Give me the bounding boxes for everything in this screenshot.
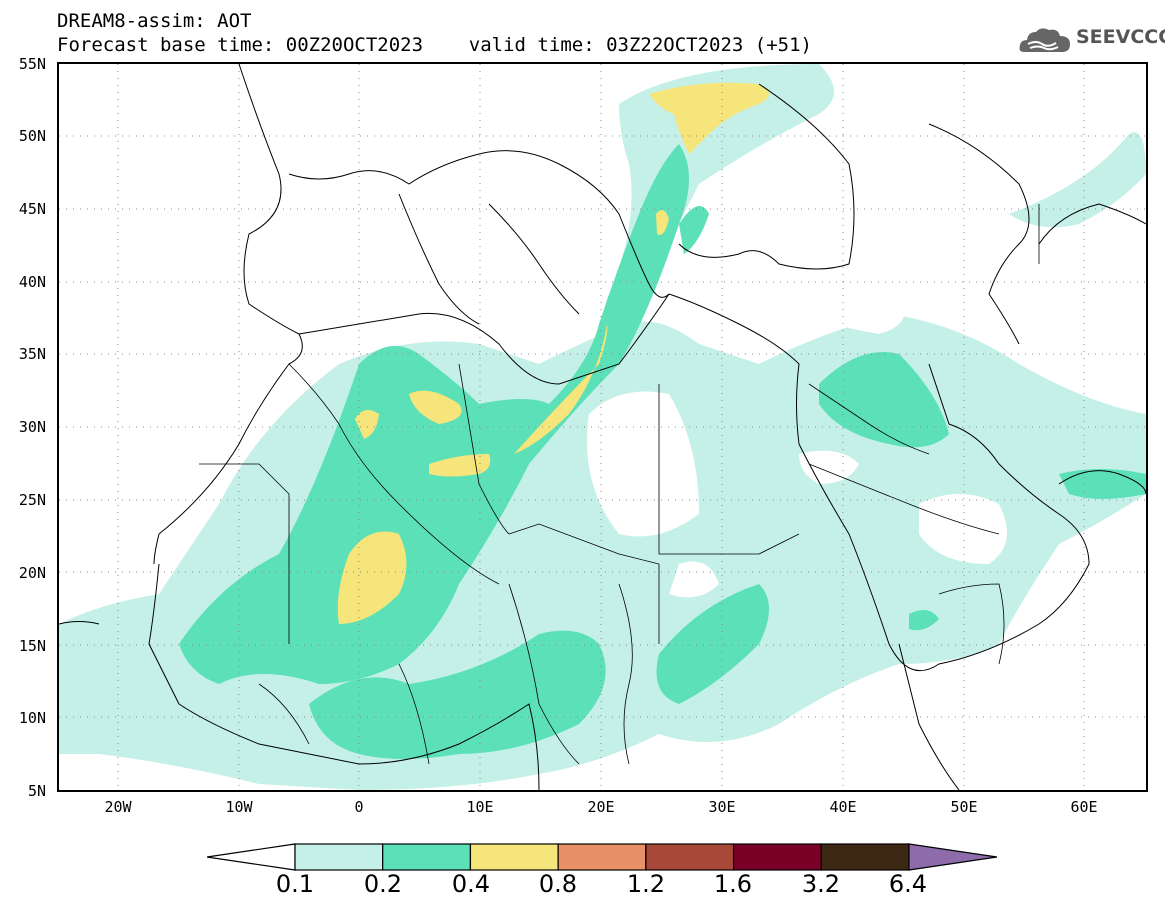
- cloud-logo-icon: [1019, 28, 1070, 52]
- lat-label: 45N: [18, 200, 46, 218]
- lat-label: 40N: [18, 273, 46, 291]
- lat-label: 10N: [18, 709, 46, 727]
- lat-label: 30N: [18, 418, 46, 436]
- colorbar-box: [469, 843, 559, 871]
- colorbar-high-arrow: [908, 843, 997, 871]
- map-canvas: [59, 64, 1146, 790]
- colorbar-tick-label: 0.4: [451, 870, 491, 898]
- colorbar-box: [732, 843, 822, 871]
- coastlines: [59, 64, 1146, 790]
- lon-label: 30E: [708, 798, 736, 816]
- colorbar-tick-label: 0.2: [363, 870, 403, 898]
- colorbar-boxes: [294, 843, 910, 871]
- aot-clear-areas: [587, 252, 1007, 598]
- lat-label: 25N: [18, 491, 46, 509]
- colorbar-box: [645, 843, 735, 871]
- logo-text: SEEVCCC: [1076, 26, 1165, 48]
- lon-label: 10W: [225, 798, 253, 816]
- colorbar-box: [557, 843, 647, 871]
- lon-label: 10E: [466, 798, 494, 816]
- colorbar-tick-label: 0.1: [275, 870, 315, 898]
- aot-level-0.4: [337, 82, 769, 624]
- lat-label: 20N: [18, 564, 46, 582]
- lon-label: 50E: [950, 798, 978, 816]
- forecast-times: Forecast base time: 00Z20OCT2023 valid t…: [57, 34, 812, 56]
- lon-label: 20W: [104, 798, 132, 816]
- colorbar-low-arrow: [207, 843, 296, 871]
- colorbar-tick-label: 1.6: [713, 870, 753, 898]
- colorbar-tick-label: 0.8: [538, 870, 578, 898]
- lon-label: 40E: [829, 798, 857, 816]
- lon-label: 60E: [1070, 798, 1098, 816]
- colorbar-tick-label: 3.2: [801, 870, 841, 898]
- colorbar-box: [820, 843, 910, 871]
- colorbar-box: [382, 843, 472, 871]
- colorbar-box: [294, 843, 384, 871]
- aot-map: [57, 62, 1148, 792]
- lat-label: 35N: [18, 345, 46, 363]
- map-title: DREAM8-assim: AOT: [57, 10, 252, 32]
- colorbar-tick-label: 6.4: [888, 870, 928, 898]
- lat-label: 50N: [18, 127, 46, 145]
- lon-label: 0: [354, 798, 364, 816]
- lat-label: 15N: [18, 637, 46, 655]
- country-borders: [199, 204, 1040, 765]
- lat-label: 5N: [27, 782, 46, 800]
- lat-label: 55N: [18, 55, 46, 73]
- colorbar: [207, 843, 997, 871]
- colorbar-tick-label: 1.2: [626, 870, 666, 898]
- lon-label: 20E: [587, 798, 615, 816]
